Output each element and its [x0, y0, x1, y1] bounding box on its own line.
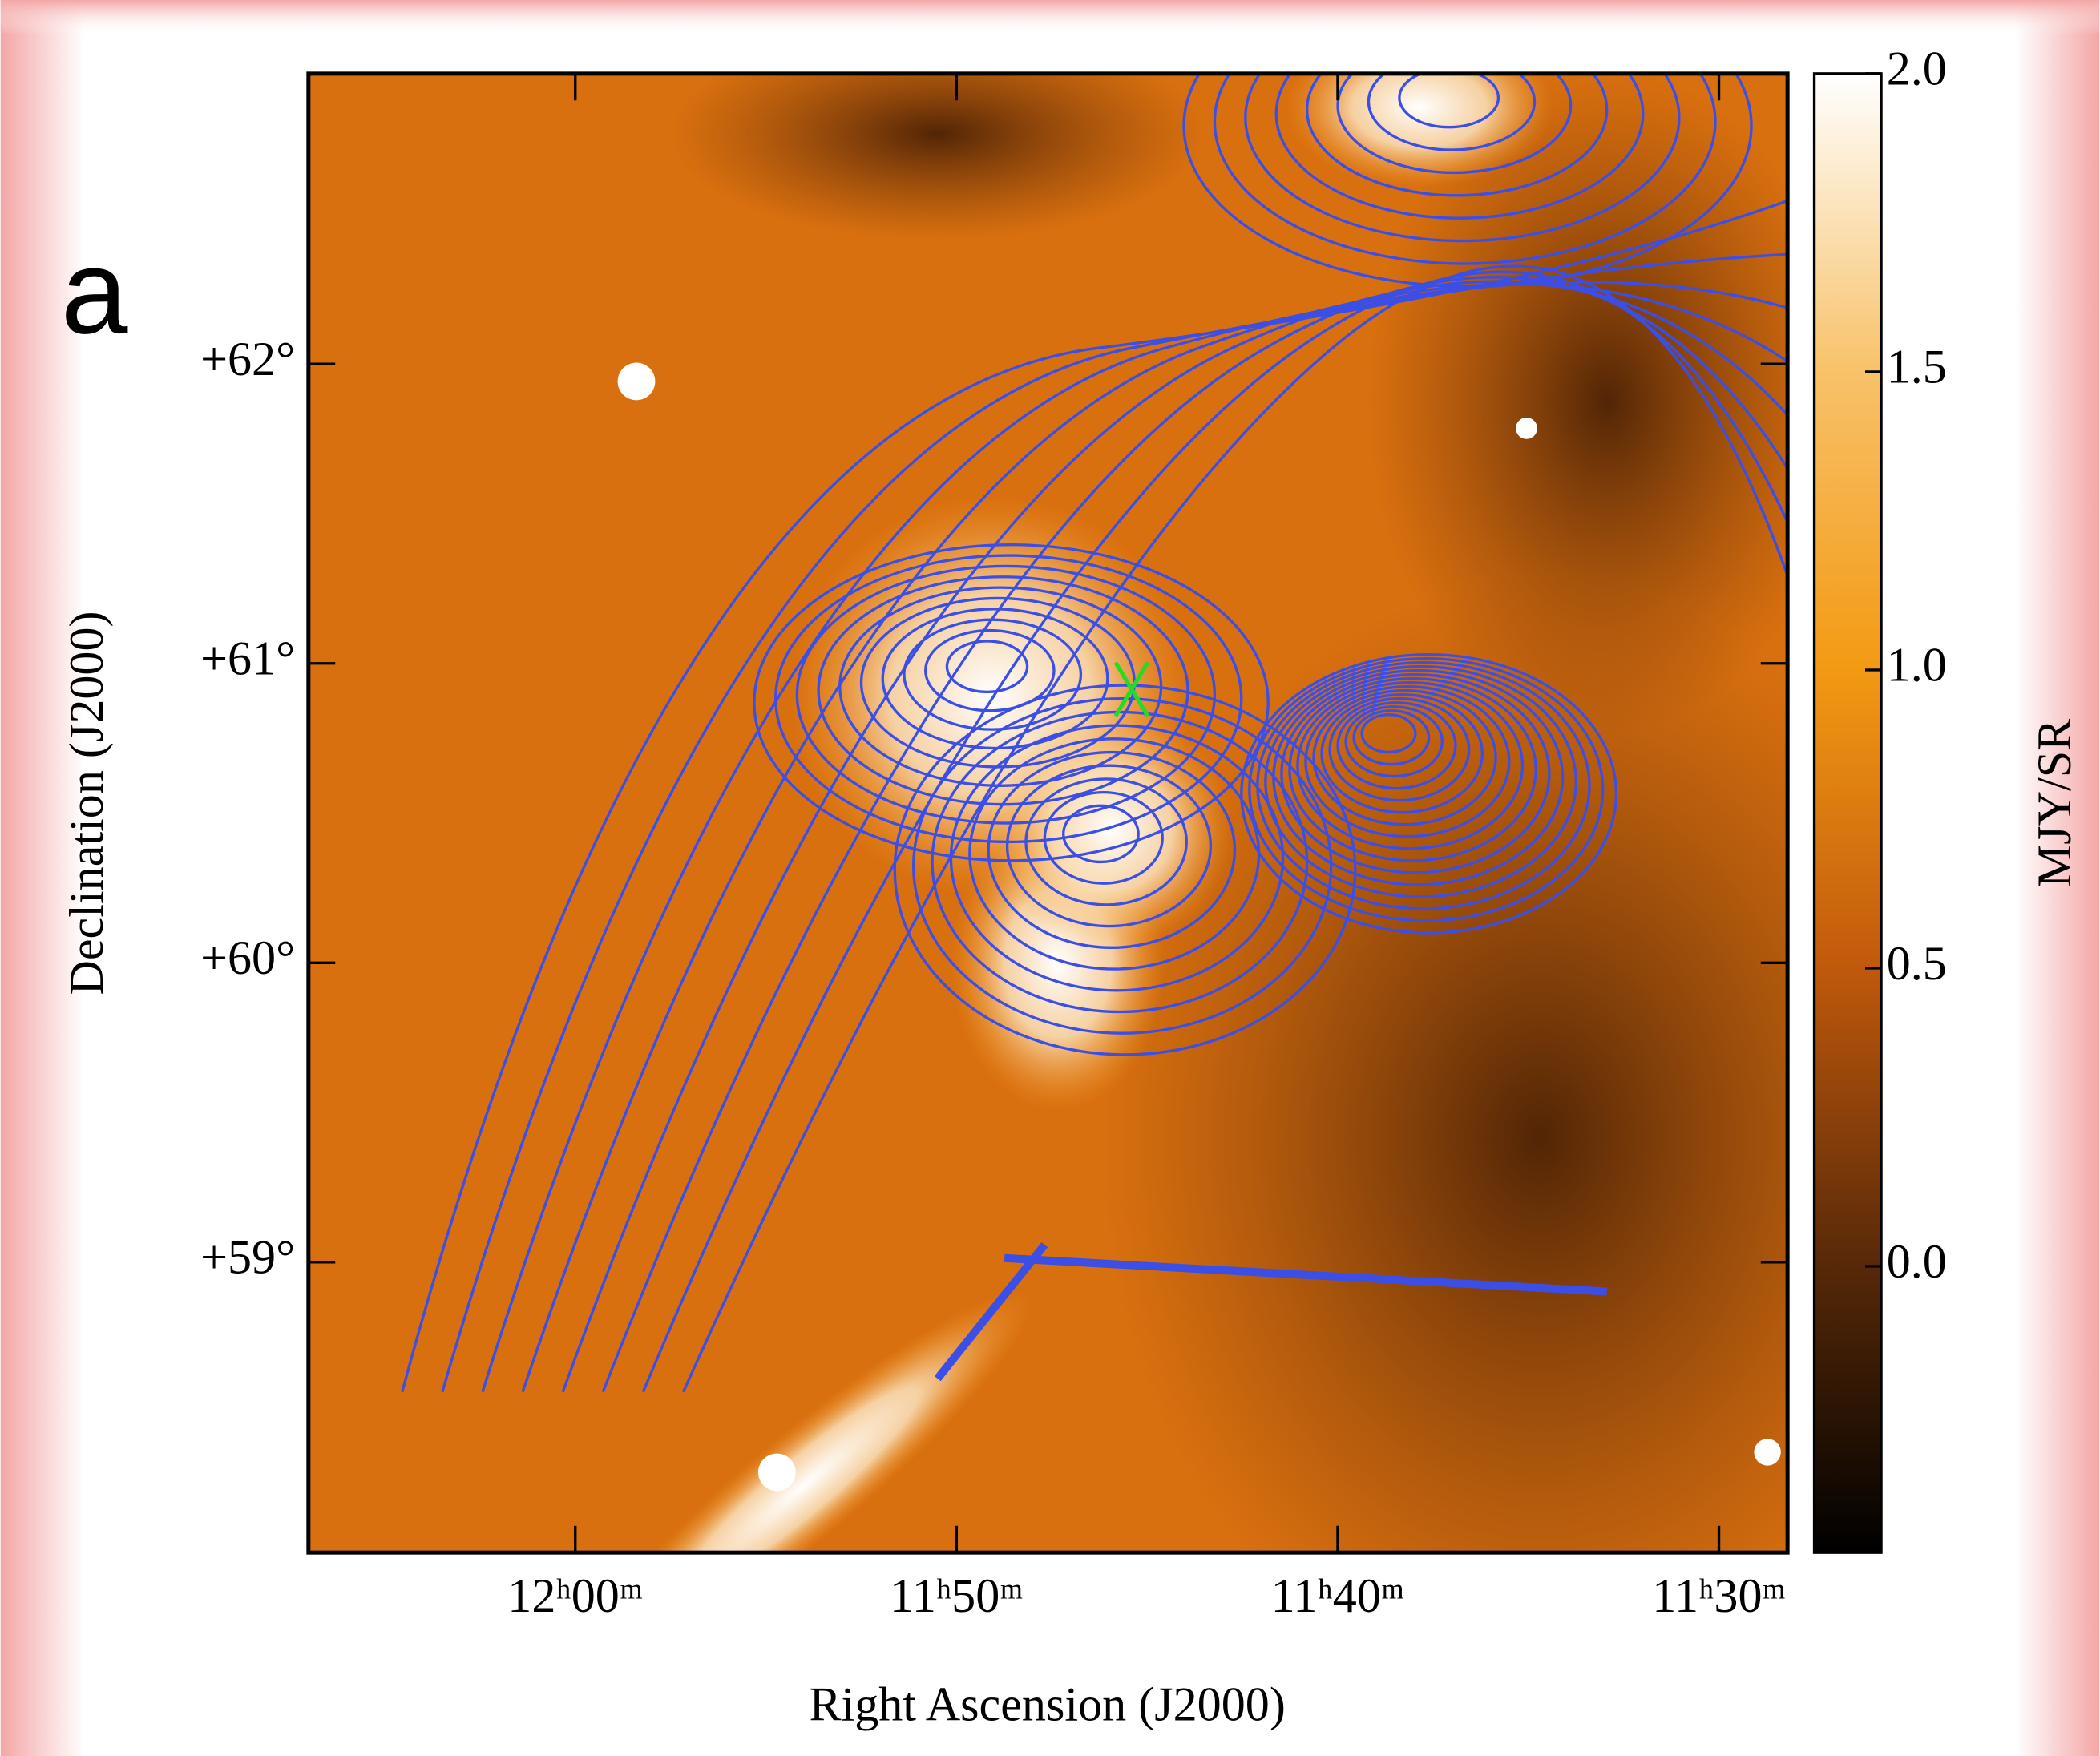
contour	[1240, 652, 1618, 935]
colorbar-tick-label: 2.0	[1887, 42, 1947, 96]
contour	[1312, 689, 1497, 826]
contour	[1398, 73, 1500, 129]
x-tick-label: 11ʰ40ᵐ	[1271, 1569, 1405, 1623]
y-tick-label: +59°	[200, 1231, 295, 1285]
contour	[1272, 668, 1565, 886]
y-tick-label: +62°	[200, 333, 295, 386]
x-axis-label: Right Ascension (J2000)	[809, 1677, 1285, 1731]
colorbar-tick-label: 1.0	[1887, 639, 1947, 692]
contour	[641, 270, 1788, 1393]
colorbar-label: MJY/SR	[2028, 719, 2082, 887]
sky-image	[308, 73, 1788, 1553]
contour	[1213, 73, 1717, 265]
contour	[1043, 790, 1164, 885]
contour	[1005, 764, 1213, 928]
contour	[1320, 693, 1484, 814]
contour	[1367, 73, 1537, 151]
x-tick-label: 11ʰ30ᵐ	[1652, 1569, 1786, 1623]
y-axis-label: Declination (J2000)	[60, 611, 114, 995]
contour	[521, 283, 1788, 1393]
contour	[945, 640, 1029, 694]
contour	[401, 199, 1788, 1393]
colorbar-tick-label: 0.0	[1887, 1235, 1947, 1289]
contour	[1248, 656, 1605, 922]
contour	[1328, 697, 1471, 802]
plot-frame	[306, 71, 1790, 1555]
contour	[1360, 713, 1417, 754]
contour	[1344, 705, 1444, 778]
axes: 12ʰ00ᵐ 11ʰ50ᵐ 11ʰ40ᵐ 11ʰ30ᵐ +62° +61° +60° +59°…	[200, 42, 1947, 1623]
contour	[911, 697, 1333, 1035]
colorbar-tick-label: 0.5	[1887, 937, 1947, 991]
contour	[1304, 685, 1511, 838]
contour	[1244, 73, 1681, 243]
contour	[1062, 804, 1140, 864]
colorbar-tick-label: 1.5	[1887, 341, 1947, 394]
x-tick-label: 11ʰ50ᵐ	[890, 1569, 1024, 1623]
contour	[1280, 672, 1551, 874]
contour	[881, 608, 1109, 750]
contour	[481, 281, 1788, 1393]
x-tick-label: 12ʰ00ᵐ	[507, 1569, 643, 1623]
contour	[1306, 73, 1609, 197]
contour	[753, 543, 1270, 862]
contour	[987, 750, 1237, 950]
contour	[1336, 701, 1457, 790]
contour	[1296, 681, 1525, 850]
contour	[1336, 73, 1573, 175]
contour	[924, 628, 1056, 712]
panel-label: a	[61, 224, 128, 358]
contour	[1024, 777, 1189, 906]
contour	[1288, 677, 1537, 862]
contour	[795, 564, 1217, 825]
colorbar	[1812, 72, 1883, 1554]
y-tick-label: +60°	[200, 931, 295, 985]
contour	[681, 264, 1788, 1393]
y-tick-label: +61°	[200, 632, 295, 686]
contour	[1274, 73, 1645, 220]
contour	[893, 684, 1357, 1056]
contour	[1256, 660, 1591, 910]
contour	[1352, 709, 1431, 766]
contour	[1264, 664, 1577, 898]
